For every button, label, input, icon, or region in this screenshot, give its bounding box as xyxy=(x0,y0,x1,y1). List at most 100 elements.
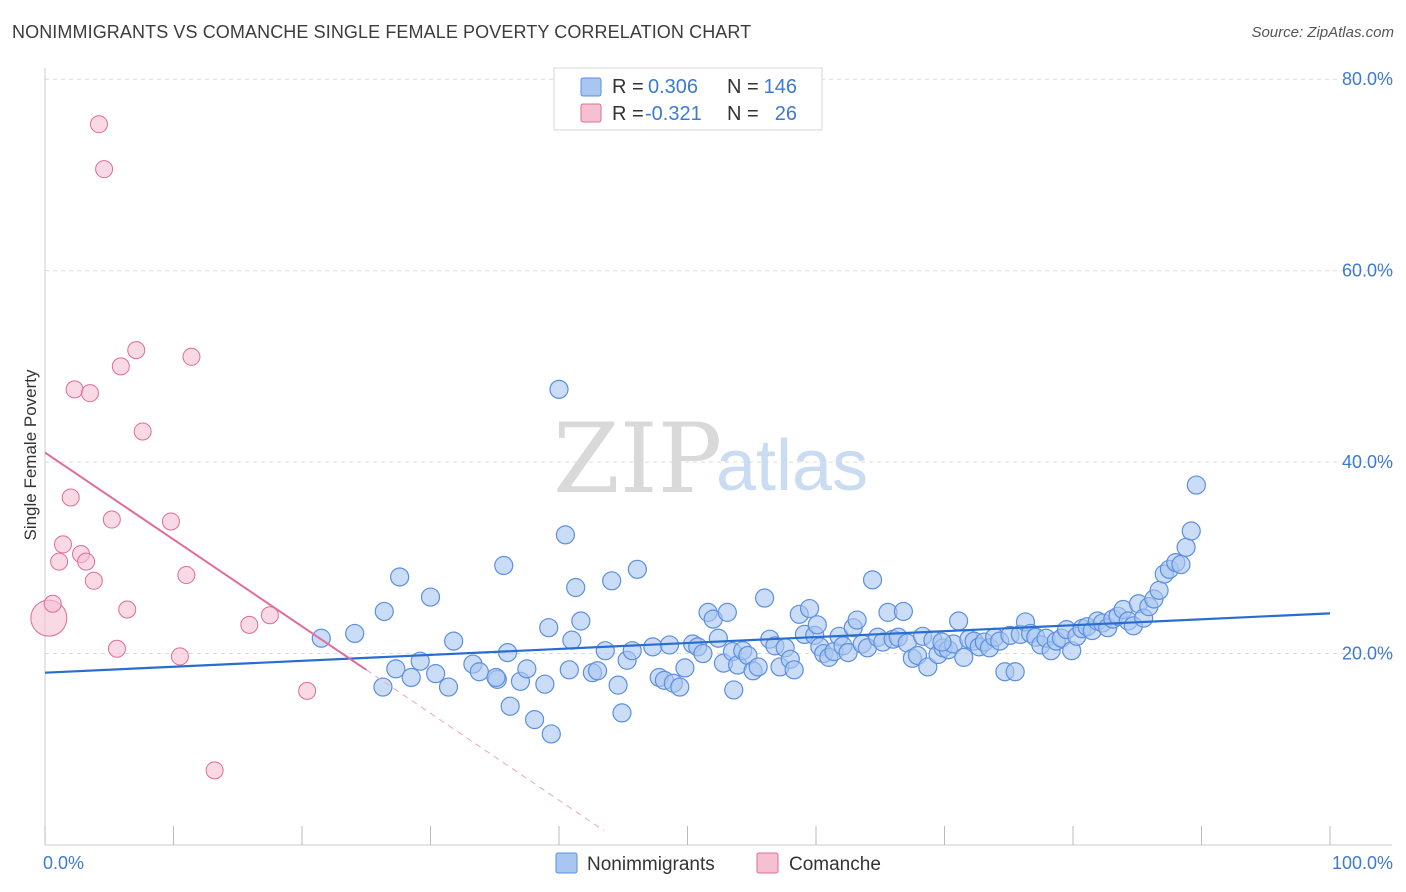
x-tick-labels: 0.0% 100.0% xyxy=(43,853,1393,873)
point-nonimmigrants-10 xyxy=(438,677,459,697)
point-nonimmigrants-93 xyxy=(918,657,938,677)
point-nonimmigrants-11 xyxy=(444,631,464,651)
point-nonimmigrants-16 xyxy=(494,555,514,576)
point-comanche-22 xyxy=(205,761,224,780)
point-nonimmigrants-6 xyxy=(401,667,421,688)
bottom-legend-swatch-nonimmigrants xyxy=(555,852,578,874)
point-comanche-21 xyxy=(182,347,201,366)
point-nonimmigrants-21 xyxy=(524,710,545,730)
trend-line-nonimmigrants xyxy=(44,612,1331,674)
point-nonimmigrants-4 xyxy=(390,567,410,587)
point-nonimmigrants-28 xyxy=(566,577,586,598)
legend-n-label-1: N = xyxy=(727,76,759,98)
y-tick-label-80: 80.0% xyxy=(1342,69,1393,89)
point-nonimmigrants-60 xyxy=(754,588,775,608)
point-nonimmigrants-100 xyxy=(954,647,974,667)
point-nonimmigrants-53 xyxy=(717,602,737,622)
watermark-zip: ZIP xyxy=(553,403,722,515)
point-nonimmigrants-39 xyxy=(643,637,663,657)
point-comanche-25 xyxy=(298,681,317,700)
series-comanche xyxy=(30,115,317,780)
y-tick-label-40: 40.0% xyxy=(1342,452,1393,472)
point-nonimmigrants-18 xyxy=(500,696,520,716)
bottom-legend: Nonimmigrants Comanche xyxy=(555,852,881,875)
point-nonimmigrants-35 xyxy=(612,703,632,723)
point-nonimmigrants-82 xyxy=(862,570,883,590)
point-nonimmigrants-79 xyxy=(847,610,867,630)
point-comanche-16 xyxy=(127,341,146,360)
point-comanche-18 xyxy=(161,512,180,531)
point-nonimmigrants-44 xyxy=(670,677,690,697)
point-nonimmigrants-7 xyxy=(420,587,441,607)
legend-r-value-2: -0.321 xyxy=(645,103,702,125)
point-nonimmigrants-66 xyxy=(784,660,804,680)
bottom-legend-label-comanche: Comanche xyxy=(789,854,881,875)
point-nonimmigrants-25 xyxy=(549,379,569,399)
point-nonimmigrants-148 xyxy=(807,615,827,635)
point-comanche-1 xyxy=(43,594,62,613)
chart-title: NONIMMIGRANTS VS COMANCHE SINGLE FEMALE … xyxy=(12,22,752,42)
point-nonimmigrants-144 xyxy=(1181,521,1201,541)
y-tick-label-60: 60.0% xyxy=(1342,261,1393,281)
point-comanche-5 xyxy=(65,380,84,399)
point-comanche-7 xyxy=(77,552,96,571)
point-nonimmigrants-142 xyxy=(1171,554,1191,575)
y-tick-label-20: 20.0% xyxy=(1342,644,1393,664)
source-label: Source: ZipAtlas.com xyxy=(1251,24,1394,41)
point-comanche-2 xyxy=(50,552,69,571)
point-nonimmigrants-77 xyxy=(838,642,858,663)
point-nonimmigrants-31 xyxy=(587,661,608,681)
gridlines xyxy=(45,78,1392,655)
point-comanche-14 xyxy=(111,357,130,376)
point-nonimmigrants-146 xyxy=(559,660,579,680)
point-nonimmigrants-59 xyxy=(748,657,768,677)
point-comanche-15 xyxy=(118,600,137,619)
point-nonimmigrants-88 xyxy=(893,601,913,622)
x-tick-label-min: 0.0% xyxy=(43,853,84,873)
legend-r-label-2: R = xyxy=(612,103,644,125)
point-comanche-13 xyxy=(107,639,126,658)
point-nonimmigrants-5 xyxy=(374,601,394,622)
point-nonimmigrants-138 xyxy=(1149,580,1169,600)
point-nonimmigrants-48 xyxy=(693,643,713,664)
legend-box: R = 0.306 N = 146 R = -0.321 N = 26 xyxy=(553,67,823,131)
point-comanche-23 xyxy=(240,615,259,634)
point-nonimmigrants-143 xyxy=(1176,537,1196,557)
point-nonimmigrants-45 xyxy=(675,658,695,678)
point-nonimmigrants-69 xyxy=(799,598,820,619)
point-comanche-3 xyxy=(53,535,72,554)
point-comanche-17 xyxy=(133,422,152,441)
legend-r-label-1: R = xyxy=(612,76,644,98)
point-nonimmigrants-33 xyxy=(602,571,622,591)
legend-n-label-2: N = xyxy=(727,103,759,125)
point-nonimmigrants-26 xyxy=(555,525,576,545)
bottom-legend-swatch-comanche xyxy=(756,852,779,874)
point-nonimmigrants-13 xyxy=(469,662,489,682)
point-nonimmigrants-15 xyxy=(486,667,506,688)
point-nonimmigrants-145 xyxy=(1186,475,1206,495)
legend-n-value-2: 26 xyxy=(775,103,797,125)
point-nonimmigrants-34 xyxy=(608,675,628,695)
trend-lines xyxy=(44,451,1331,832)
point-nonimmigrants-51 xyxy=(708,628,728,648)
point-nonimmigrants-3 xyxy=(386,659,406,679)
point-nonimmigrants-147 xyxy=(724,680,744,700)
point-comanche-20 xyxy=(177,566,196,585)
trend-line-comanche-extension xyxy=(365,669,605,832)
point-nonimmigrants-23 xyxy=(541,724,561,744)
point-nonimmigrants-22 xyxy=(535,674,555,694)
point-comanche-8 xyxy=(80,384,99,403)
point-comanche-11 xyxy=(95,160,114,179)
x-tick-label-max: 100.0% xyxy=(1332,853,1393,873)
point-nonimmigrants-149 xyxy=(932,632,952,652)
point-nonimmigrants-110 xyxy=(1005,662,1025,682)
y-tick-labels: 20.0% 40.0% 60.0% 80.0% xyxy=(1342,69,1393,663)
legend-n-value-1: 146 xyxy=(764,76,797,98)
point-comanche-12 xyxy=(102,510,121,529)
watermark: ZIP atlas xyxy=(553,403,868,515)
legend-r-value-1: 0.306 xyxy=(648,76,698,98)
point-nonimmigrants-27 xyxy=(562,630,582,650)
point-nonimmigrants-29 xyxy=(571,611,591,631)
bottom-legend-label-nonimmigrants: Nonimmigrants xyxy=(587,854,715,875)
